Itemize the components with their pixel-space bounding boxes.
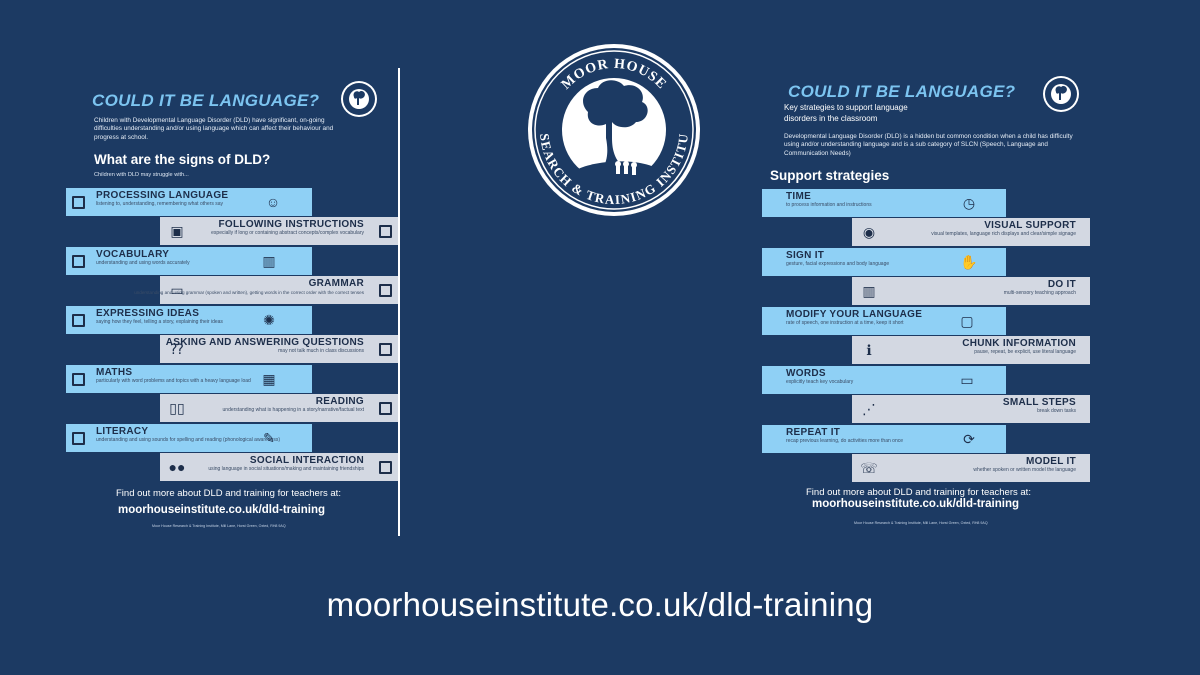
question-bubble-icon: ⁇ bbox=[170, 341, 184, 357]
open-book-icon: ▯▯ bbox=[169, 400, 185, 416]
hands-icon: ✋ bbox=[960, 254, 978, 270]
eye-icon: ◉ bbox=[862, 224, 876, 240]
moor-house-logo: MOOR HOUSE RESEARCH & TRAINING INSTITUTE bbox=[526, 42, 700, 216]
list-item: MATHS particularly with word problems an… bbox=[66, 365, 312, 393]
books-icon: ▥ bbox=[862, 283, 876, 299]
list-item: ⁇ ASKING AND ANSWERING QUESTIONS may not… bbox=[160, 335, 398, 363]
list-item: EXPRESSING IDEAS saying how they feel, t… bbox=[66, 306, 312, 334]
footer-url-link[interactable]: moorhouseinstitute.co.uk/dld-training bbox=[812, 498, 1019, 510]
checkbox[interactable] bbox=[379, 225, 392, 238]
checkbox[interactable] bbox=[379, 284, 392, 297]
mini-logo bbox=[1043, 76, 1079, 112]
list-item: LITERACY understanding and using sounds … bbox=[66, 424, 312, 452]
list-item: ⋰ SMALL STEPS break down tasks bbox=[852, 395, 1090, 423]
list-item: ▭ GRAMMAR understanding and using gramma… bbox=[134, 276, 398, 304]
refresh-icon: ⟳ bbox=[963, 431, 975, 447]
strategies-heading: Support strategies bbox=[770, 168, 890, 183]
list-item: MODIFY YOUR LANGUAGE rate of speech, one… bbox=[762, 307, 1006, 335]
list-item: WORDS explicitly teach key vocabulary ▭ bbox=[762, 366, 1006, 394]
list-item: SIGN IT gesture, facial expressions and … bbox=[762, 248, 1006, 276]
support-strategies-poster: COULD IT BE LANGUAGE? Key strategies to … bbox=[760, 72, 1094, 534]
list-item: ▯▯ READING understanding what is happeni… bbox=[160, 394, 398, 422]
checkbox[interactable] bbox=[379, 343, 392, 356]
list-item: ℹ CHUNK INFORMATION pause, repeat, be ex… bbox=[852, 336, 1090, 364]
screen-icon: ▢ bbox=[960, 313, 974, 329]
list-item: PROCESSING LANGUAGE listening to, unders… bbox=[66, 188, 312, 216]
footer-url-link[interactable]: moorhouseinstitute.co.uk/dld-training bbox=[118, 504, 325, 516]
intro-text: Children with Developmental Language Dis… bbox=[94, 117, 334, 141]
signs-of-dld-poster: COULD IT BE LANGUAGE? Children with Deve… bbox=[62, 72, 400, 534]
footer-address: Moor House Research & Training Institute… bbox=[152, 524, 286, 528]
footsteps-icon: ⋰ bbox=[862, 401, 876, 417]
list-item: ☏ MODEL IT whether spoken or written mod… bbox=[852, 454, 1090, 482]
footer-address: Moor House Research & Training Institute… bbox=[854, 521, 988, 525]
list-item: ▣ FOLLOWING INSTRUCTIONS especially if l… bbox=[160, 217, 398, 245]
chat-icon: ▭ bbox=[960, 372, 974, 388]
checkbox[interactable] bbox=[72, 196, 85, 209]
people-icon: ●● bbox=[168, 459, 186, 475]
speech-bubble-icon: ▭ bbox=[170, 282, 184, 298]
list-item: ▥ DO IT multi-sensory teaching approach bbox=[852, 277, 1090, 305]
poster-title: COULD IT BE LANGUAGE? bbox=[92, 91, 320, 110]
checkbox[interactable] bbox=[72, 255, 85, 268]
brain-head-icon: ☺ bbox=[265, 194, 281, 210]
footer-line: Find out more about DLD and training for… bbox=[806, 487, 1031, 498]
checkbox[interactable] bbox=[379, 402, 392, 415]
clock-icon: ◷ bbox=[962, 195, 976, 211]
teacher-board-icon: ▣ bbox=[170, 223, 184, 239]
checkbox[interactable] bbox=[72, 432, 85, 445]
checkbox[interactable] bbox=[379, 461, 392, 474]
footer-line: Find out more about DLD and training for… bbox=[116, 488, 341, 499]
list-item: TIME to process information and instruct… bbox=[762, 189, 1006, 217]
checkbox[interactable] bbox=[72, 373, 85, 386]
website-url-link[interactable]: moorhouseinstitute.co.uk/dld-training bbox=[326, 586, 874, 623]
calculator-icon: ▦ bbox=[262, 371, 276, 387]
info-icon: ℹ bbox=[866, 342, 872, 358]
mini-logo bbox=[341, 81, 377, 117]
signs-heading: What are the signs of DLD? bbox=[94, 152, 271, 167]
lightbulb-icon: ✺ bbox=[263, 312, 275, 328]
intro-text: Developmental Language Disorder (DLD) is… bbox=[784, 133, 1073, 157]
list-item: ●● SOCIAL INTERACTION using language in … bbox=[160, 453, 398, 481]
poster-divider bbox=[398, 68, 400, 536]
poster-title: COULD IT BE LANGUAGE? bbox=[788, 82, 1016, 101]
signs-subheading: Children with DLD may struggle with... bbox=[94, 172, 189, 178]
list-item: ◉ VISUAL SUPPORT visual templates, langu… bbox=[852, 218, 1090, 246]
writing-icon: ✎ bbox=[263, 430, 275, 446]
books-icon: ▥ bbox=[262, 253, 276, 269]
poster-subtitle: Key strategies to support language disor… bbox=[784, 103, 908, 123]
list-item: REPEAT IT recap previous learning, do ac… bbox=[762, 425, 1006, 453]
list-item: VOCABULARY understanding and using words… bbox=[66, 247, 312, 275]
speaker-icon: ☏ bbox=[860, 460, 878, 476]
checkbox[interactable] bbox=[72, 314, 85, 327]
